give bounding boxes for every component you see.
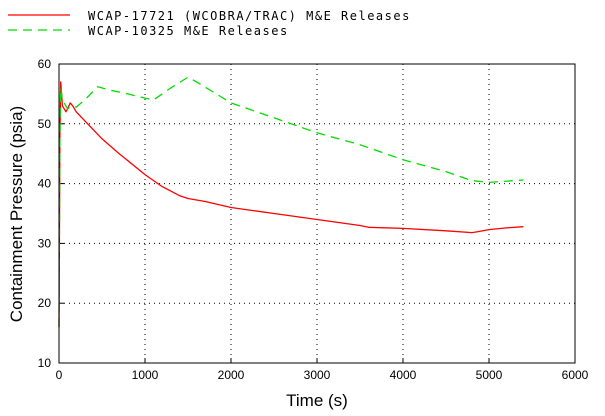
x-tick-label-3000: 3000 — [304, 368, 331, 382]
y-tick-label-30: 30 — [38, 236, 52, 250]
x-tick-label-0: 0 — [56, 368, 63, 382]
legend-label-series-2: WCAP-10325 M&E Releases — [88, 24, 289, 38]
legend-label-series-1: WCAP-17721 (WCOBRA/TRAC) M&E Releases — [88, 9, 411, 23]
x-tick-label-1000: 1000 — [132, 368, 159, 382]
series-line-2 — [58, 76, 524, 328]
y-tick-label-60: 60 — [38, 57, 52, 71]
y-tick-label-20: 20 — [38, 296, 52, 310]
plot-frame — [58, 63, 576, 364]
legend: WCAP-17721 (WCOBRA/TRAC) M&E Releases WC… — [8, 9, 411, 38]
x-tick-label-5000: 5000 — [476, 368, 503, 382]
series-line-1 — [58, 81, 524, 328]
x-tick-label-2000: 2000 — [218, 368, 245, 382]
series-group — [58, 76, 524, 328]
x-tick-label-6000: 6000 — [562, 368, 589, 382]
y-axis-label: Containment Pressure (psia) — [7, 106, 26, 322]
y-tick-label-10: 10 — [38, 356, 52, 370]
y-tick-label-50: 50 — [38, 117, 52, 131]
x-tick-label-4000: 4000 — [390, 368, 417, 382]
y-tick-label-40: 40 — [38, 177, 52, 191]
grid — [59, 64, 575, 363]
x-axis-label: Time (s) — [286, 391, 348, 410]
x-axis-ticks: 0 1000 2000 3000 4000 5000 6000 — [56, 358, 589, 382]
